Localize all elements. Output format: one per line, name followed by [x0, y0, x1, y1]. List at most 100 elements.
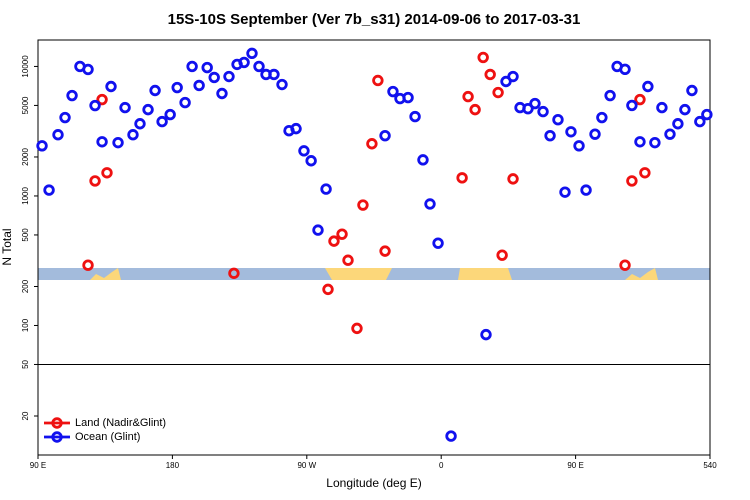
y-axis-label: N Total [0, 228, 14, 265]
data-point [634, 136, 646, 148]
data-point [507, 173, 519, 185]
x-axis-label: Longitude (deg E) [326, 476, 421, 490]
data-point [290, 122, 302, 135]
plot-frame [37, 39, 711, 456]
data-point [507, 70, 519, 83]
data-point [305, 155, 317, 167]
surface-band [38, 268, 710, 280]
data-point [580, 184, 592, 196]
legend-marker [51, 431, 63, 443]
y-tick-label: 200 [21, 279, 30, 293]
data-point [366, 138, 378, 150]
data-point [298, 145, 310, 157]
y-tick-label: 20 [21, 411, 30, 420]
data-point [701, 108, 713, 121]
data-point [105, 80, 117, 93]
legend-label: Land (Nadir&Glint) [75, 417, 166, 429]
data-point [119, 101, 131, 114]
data-point [89, 175, 101, 187]
data-point [409, 110, 421, 123]
data-point [492, 86, 504, 99]
data-point [322, 283, 334, 296]
data-point [432, 237, 444, 249]
data-point [672, 118, 684, 130]
data-point [379, 245, 391, 257]
data-point [156, 115, 168, 128]
x-tick-label: 540 [703, 461, 717, 470]
y-tick-label: 1000 [21, 187, 30, 205]
data-point [417, 154, 429, 166]
data-point [379, 129, 391, 142]
data-point [664, 128, 676, 140]
data-point [193, 79, 205, 92]
data-point [312, 224, 324, 236]
data-point [424, 198, 436, 210]
data-point [149, 84, 161, 97]
land-patch [625, 268, 658, 280]
data-point [686, 84, 698, 97]
data-point [626, 175, 638, 187]
data-point [484, 68, 496, 81]
data-point [649, 136, 661, 149]
data-point [480, 328, 492, 341]
data-point [387, 85, 399, 98]
data-point [43, 184, 55, 196]
data-point [179, 96, 191, 109]
x-tick-label: 90 W [297, 461, 316, 470]
data-point [522, 102, 534, 115]
data-point [445, 430, 457, 442]
y-tick-label: 2000 [21, 148, 30, 166]
data-point [679, 103, 691, 116]
data-point [89, 99, 101, 112]
data-point [351, 322, 363, 335]
data-point [336, 228, 348, 240]
data-point [357, 199, 369, 211]
land-patch [90, 268, 121, 280]
data-point [456, 172, 468, 184]
data-point [619, 63, 631, 76]
data-point [96, 93, 108, 106]
data-point [529, 97, 541, 110]
data-point [134, 118, 146, 130]
data-point [596, 111, 608, 124]
x-tick-label: 90 E [567, 461, 583, 470]
data-point [694, 115, 706, 128]
data-point [552, 113, 564, 126]
data-point [164, 108, 176, 121]
y-tick-label: 5000 [21, 96, 30, 114]
data-point [462, 90, 474, 103]
data-point [223, 70, 235, 83]
data-point [208, 71, 220, 84]
data-point [496, 249, 508, 261]
data-point [238, 56, 250, 69]
data-point [112, 136, 124, 149]
data-point [639, 167, 651, 179]
data-point [604, 89, 616, 102]
data-point [101, 167, 113, 179]
data-point [626, 99, 638, 112]
land-patch [325, 268, 392, 280]
y-tick-label: 50 [21, 359, 30, 368]
data-point [268, 68, 280, 81]
x-tick-label: 180 [166, 461, 180, 470]
data-point [228, 267, 240, 279]
data-point [342, 254, 354, 266]
data-point [589, 128, 601, 140]
chart-title: 15S-10S September (Ver 7b_s31) 2014-09-0… [168, 11, 581, 28]
x-tick-label: 0 [439, 461, 444, 470]
data-point [537, 105, 549, 118]
x-tick-label: 90 E [30, 461, 46, 470]
data-point [201, 61, 213, 74]
legend-marker [51, 417, 63, 429]
data-point [276, 78, 288, 91]
legend-label: Ocean (Glint) [75, 431, 140, 443]
data-point [186, 60, 198, 73]
data-point [565, 126, 577, 138]
y-tick-label: 10000 [21, 55, 30, 78]
data-point [246, 47, 258, 60]
data-point [82, 63, 94, 76]
data-point [96, 136, 108, 148]
data-point [36, 140, 48, 152]
data-point [171, 81, 183, 94]
